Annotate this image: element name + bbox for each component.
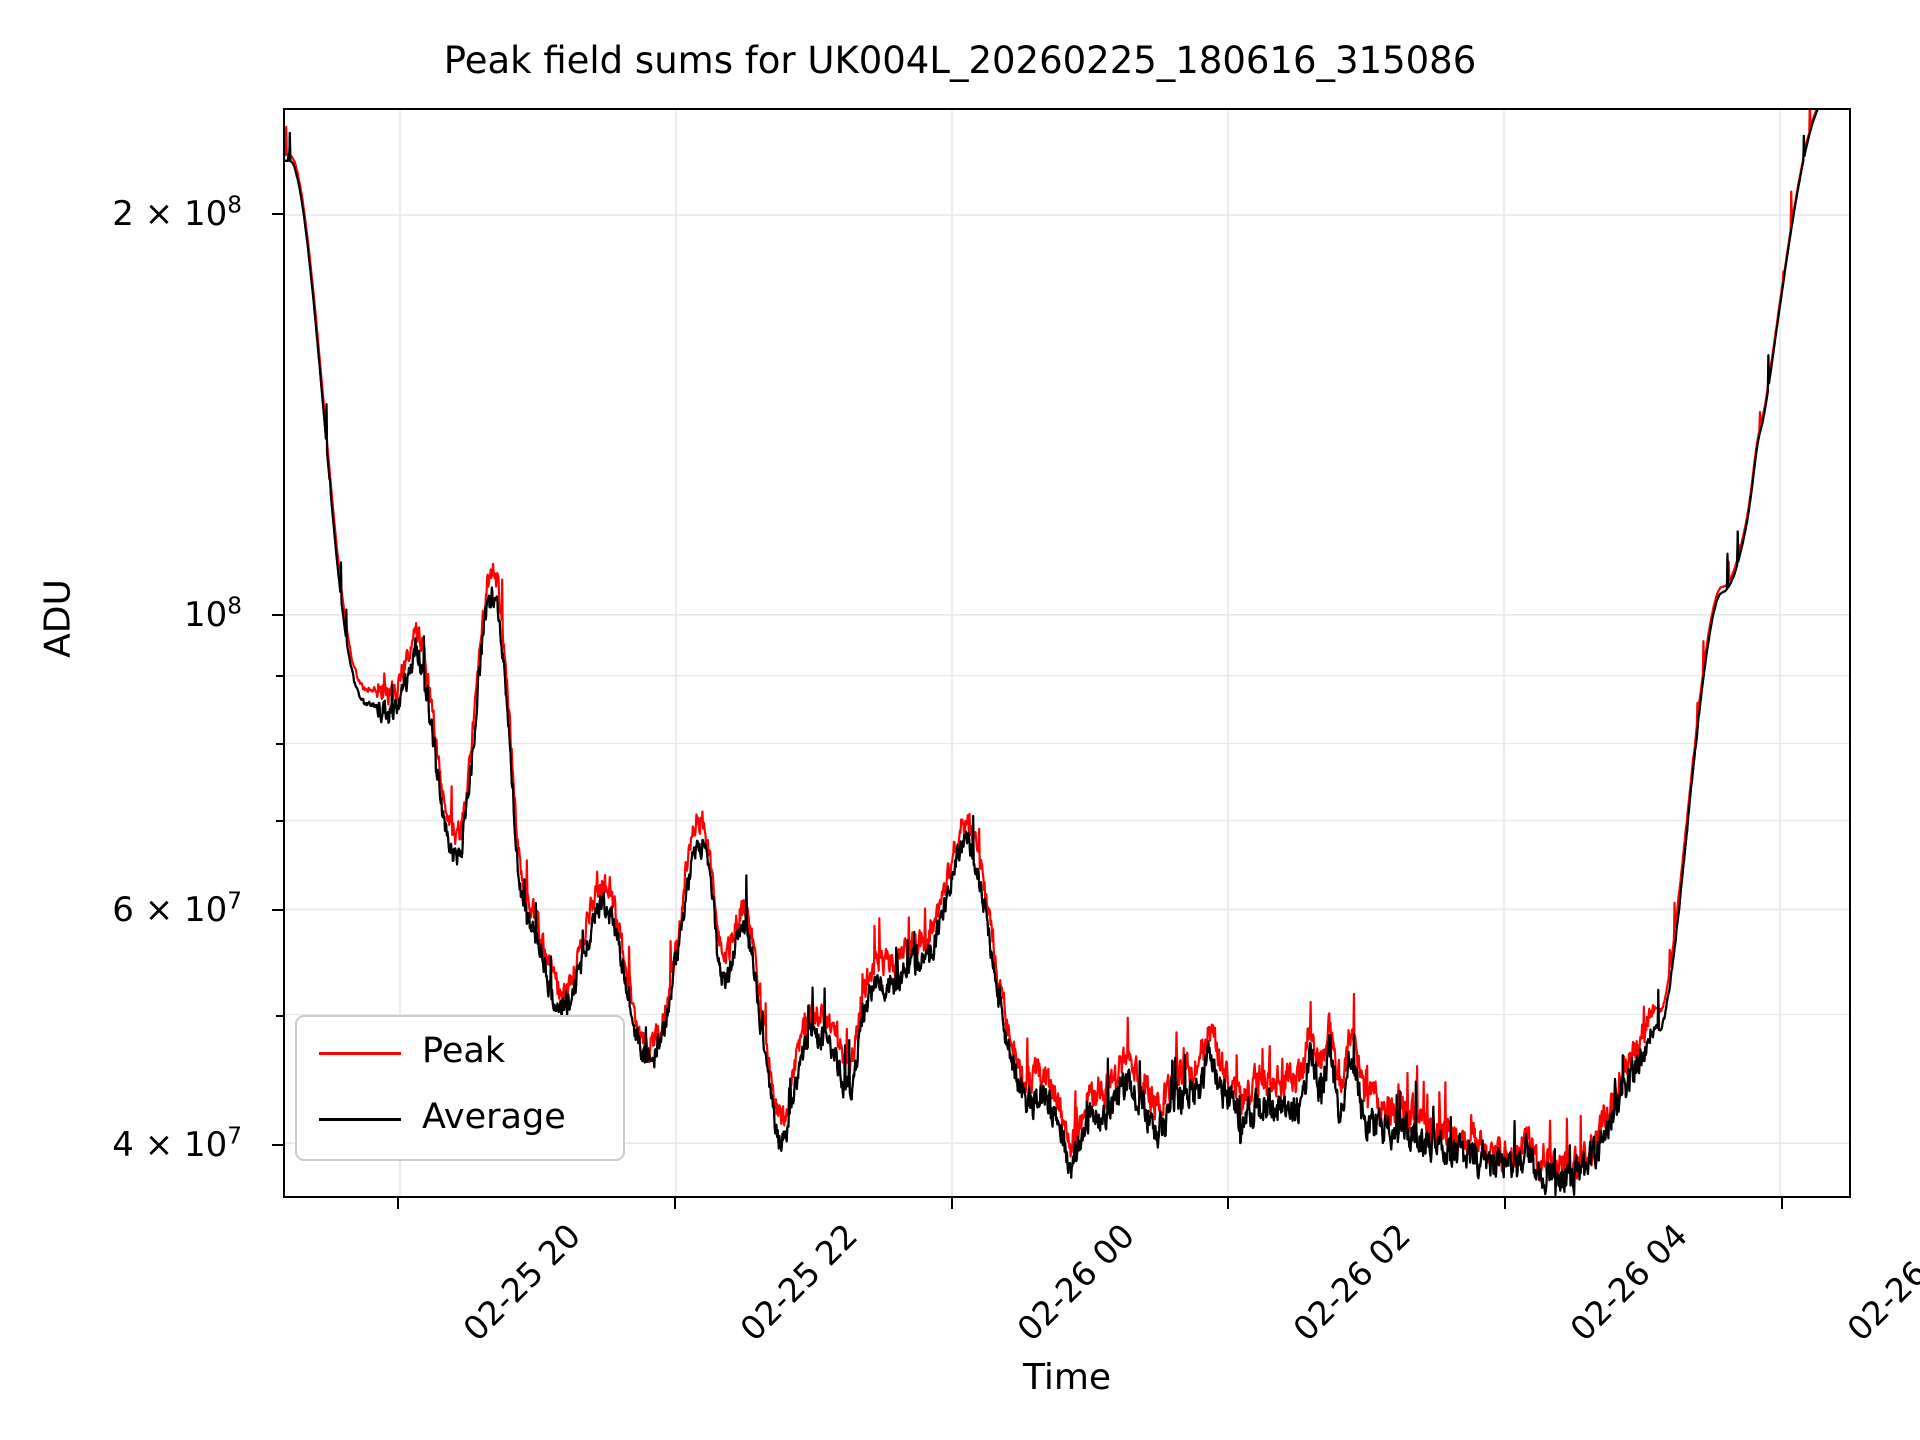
legend-item-average[interactable]: Average (297, 1089, 623, 1149)
y-tick-label-0: 2 × 108 (112, 192, 242, 234)
series-line-average-overlay (285, 110, 1819, 1196)
y-tick-mark-2 (272, 909, 283, 912)
y-tick-label-3: 4 × 107 (112, 1123, 242, 1165)
legend-label-average: Average (422, 1097, 566, 1137)
y-axis-tick-labels: 2 × 108 108 6 × 107 4 × 107 (0, 0, 268, 1440)
x-tick-label-3: 02-26 02 (1285, 1216, 1419, 1349)
legend-swatch-average (319, 1118, 401, 1121)
y-tick-mark-minor-4 (276, 742, 283, 745)
x-tick-mark-2 (950, 1198, 953, 1209)
x-tick-label-1: 02-25 22 (732, 1216, 865, 1349)
chart-legend[interactable]: Peak Average (295, 1015, 625, 1161)
x-tick-mark-1 (674, 1198, 676, 1209)
chart-title: Peak field sums for UK004L_20260225_1806… (443, 39, 1477, 82)
y-tick-mark-0 (272, 212, 283, 215)
y-tick-mark-minor-5 (276, 674, 283, 677)
x-tick-mark-4 (1504, 1198, 1507, 1209)
x-tick-label-2: 02-26 00 (1009, 1216, 1142, 1349)
x-tick-label-4: 02-26 04 (1562, 1216, 1696, 1349)
y-tick-mark-3 (272, 1144, 283, 1146)
x-tick-mark-3 (1227, 1198, 1230, 1209)
y-tick-mark-1 (272, 613, 283, 616)
x-tick-mark-5 (1780, 1198, 1783, 1209)
y-tick-mark-minor-1 (276, 1014, 283, 1017)
legend-item-peak[interactable]: Peak (297, 1023, 623, 1083)
y-tick-label-2: 6 × 107 (112, 889, 242, 931)
legend-swatch-peak (319, 1052, 401, 1055)
x-tick-label-0: 02-25 20 (455, 1216, 589, 1349)
y-tick-mark-minor-3 (276, 820, 283, 823)
x-tick-mark-0 (397, 1198, 400, 1209)
legend-label-peak: Peak (422, 1031, 506, 1071)
x-axis-label: Time (1022, 1357, 1112, 1398)
x-tick-label-5: 02-26 06 (1839, 1216, 1920, 1349)
y-tick-label-1: 108 (184, 593, 242, 635)
